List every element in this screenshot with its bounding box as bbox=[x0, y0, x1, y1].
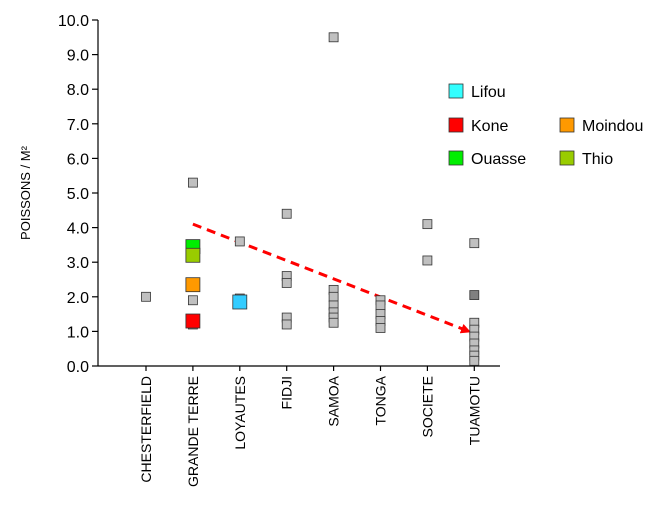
y-tick-label: 2.0 bbox=[67, 290, 89, 307]
y-tick-label: 10.0 bbox=[58, 13, 89, 30]
data-point bbox=[375, 323, 386, 333]
y-tick-label: 1.0 bbox=[67, 324, 89, 341]
data-point bbox=[187, 295, 198, 306]
y-axis-title: POISSONS / M² bbox=[18, 145, 33, 240]
legend-swatch-kone bbox=[448, 117, 464, 133]
legend: Lifou Kone Moindou Ouasse Thio bbox=[448, 83, 643, 168]
data-point bbox=[469, 355, 480, 366]
x-category-label: CHESTERFIELD bbox=[138, 376, 154, 483]
y-tick-label: 0.0 bbox=[67, 359, 89, 376]
data-point bbox=[469, 238, 480, 249]
data-points bbox=[141, 32, 480, 366]
x-category-label: GRANDE TERRE bbox=[185, 376, 201, 487]
data-point bbox=[469, 290, 480, 300]
legend-label-moindou: Moindou bbox=[582, 118, 643, 135]
data-point bbox=[328, 32, 339, 43]
data-point bbox=[234, 236, 245, 247]
data-point bbox=[281, 278, 292, 288]
x-category-label: TUAMOTU bbox=[466, 376, 482, 445]
x-category-label: TONGA bbox=[373, 375, 389, 425]
y-tick-label: 7.0 bbox=[67, 117, 89, 134]
x-category-label: FIDJI bbox=[279, 376, 295, 409]
y-tick-label: 9.0 bbox=[67, 48, 89, 65]
point-moindou bbox=[185, 277, 201, 293]
data-point bbox=[422, 255, 433, 266]
y-tick-label: 4.0 bbox=[67, 221, 89, 238]
legend-label-thio: Thio bbox=[582, 151, 613, 168]
legend-label-lifou: Lifou bbox=[471, 84, 506, 101]
point-kone bbox=[185, 313, 201, 329]
data-point bbox=[422, 219, 433, 230]
y-axis: 0.0 1.0 2.0 3.0 4.0 5.0 6.0 7.0 8.0 9.0 10.0 bbox=[58, 13, 99, 376]
y-tick-label: 8.0 bbox=[67, 82, 89, 99]
y-tick-label: 3.0 bbox=[67, 255, 89, 272]
legend-swatch-lifou bbox=[448, 83, 464, 99]
data-point bbox=[187, 177, 198, 188]
legend-swatch-moindou bbox=[559, 117, 575, 133]
point-thio bbox=[185, 247, 201, 263]
data-point bbox=[328, 317, 339, 328]
data-point bbox=[281, 208, 292, 219]
point-lifou bbox=[232, 294, 248, 310]
legend-swatch-ouasse bbox=[448, 150, 464, 166]
x-category-label: SOCIETE bbox=[419, 376, 435, 437]
data-point bbox=[281, 319, 292, 330]
data-point bbox=[141, 291, 151, 302]
legend-swatch-thio bbox=[559, 150, 575, 166]
y-tick-label: 5.0 bbox=[67, 186, 89, 203]
x-axis: CHESTERFIELD GRANDE TERRE LOYAUTES FIDJI SAM… bbox=[98, 365, 500, 487]
data-point bbox=[328, 291, 339, 302]
x-category-label: LOYAUTES bbox=[232, 376, 248, 450]
data-point bbox=[375, 300, 386, 311]
y-tick-label: 6.0 bbox=[67, 151, 89, 168]
x-category-label: SAMOA bbox=[326, 375, 342, 426]
legend-label-ouasse: Ouasse bbox=[471, 151, 526, 168]
legend-label-kone: Kone bbox=[471, 118, 508, 135]
